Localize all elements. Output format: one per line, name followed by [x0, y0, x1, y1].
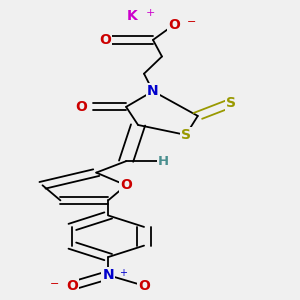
Text: O: O — [99, 33, 111, 47]
Text: N: N — [102, 268, 114, 282]
Text: H: H — [158, 155, 169, 168]
Text: −: − — [187, 17, 196, 27]
Text: K: K — [127, 9, 137, 23]
Text: −: − — [50, 279, 59, 289]
Text: S: S — [181, 128, 191, 142]
Text: O: O — [75, 100, 87, 114]
Text: S: S — [226, 96, 236, 110]
Text: O: O — [66, 279, 78, 293]
Text: O: O — [138, 279, 150, 293]
Text: +: + — [145, 8, 155, 18]
Text: O: O — [120, 178, 132, 192]
Text: +: + — [119, 268, 127, 278]
Text: N: N — [147, 84, 159, 98]
Text: O: O — [168, 18, 180, 32]
